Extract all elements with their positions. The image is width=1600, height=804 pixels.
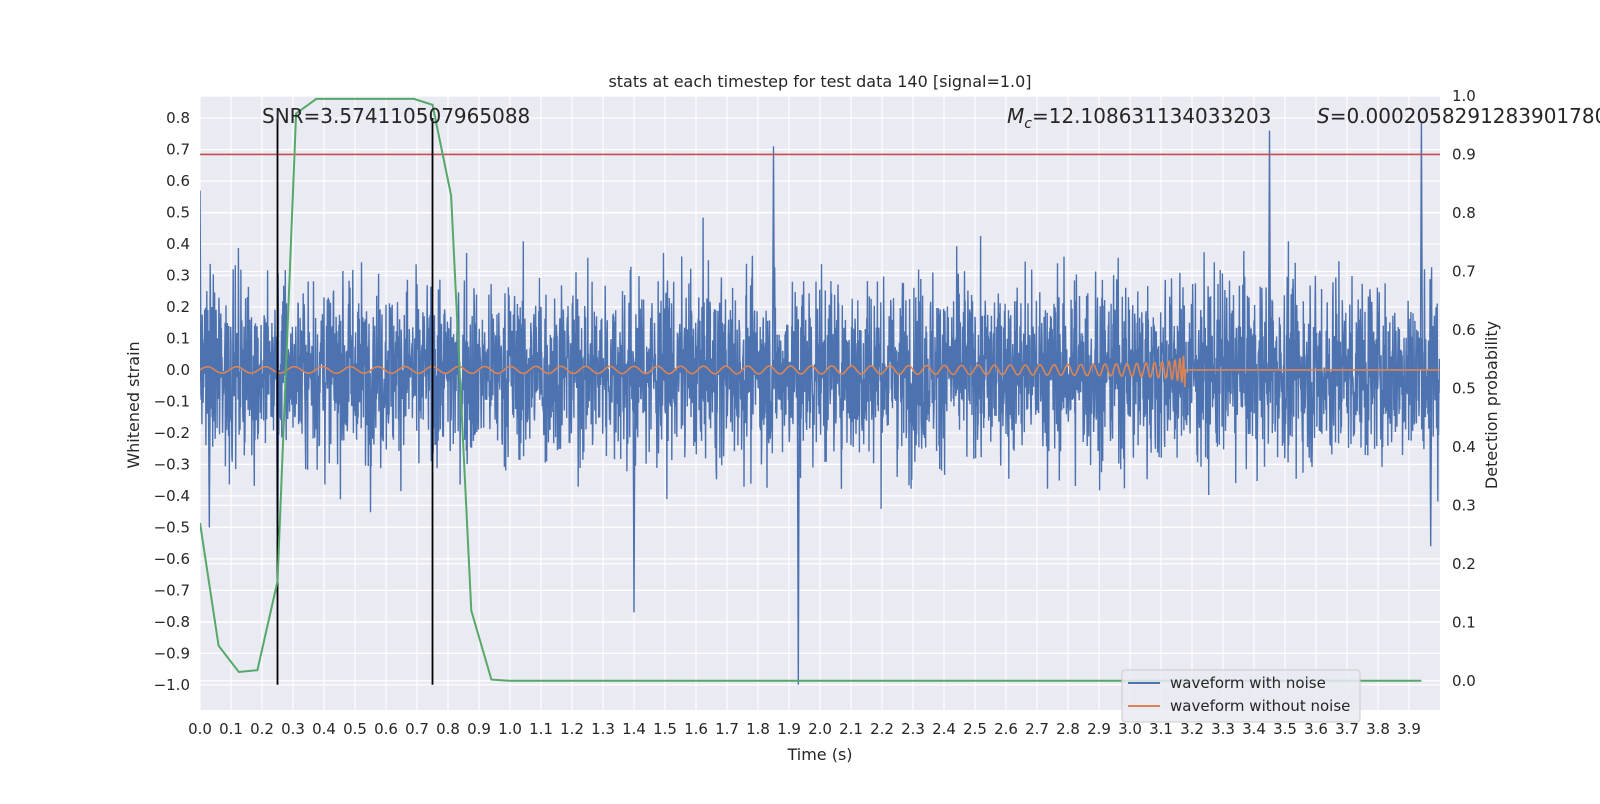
- x-tick-label: 1.5: [653, 720, 677, 738]
- y-tick-label: −0.6: [154, 550, 190, 568]
- y2-tick-label: 0.5: [1452, 379, 1476, 397]
- x-tick-label: 0.8: [436, 720, 460, 738]
- y-tick-label: −0.9: [154, 644, 190, 662]
- y-tick-label: 0.7: [166, 141, 190, 159]
- y2-tick-label: 0.8: [1452, 204, 1476, 222]
- x-tick-label: 3.4: [1242, 720, 1266, 738]
- y-axis-label: Whitened strain: [124, 341, 143, 468]
- x-tick-label: 3.2: [1180, 720, 1204, 738]
- y2-axis-label: Detection probability: [1482, 321, 1501, 489]
- x-tick-label: 3.7: [1335, 720, 1359, 738]
- y-tick-label: 0.2: [166, 298, 190, 316]
- x-tick-label: 0.1: [219, 720, 243, 738]
- chart-title: stats at each timestep for test data 140…: [608, 72, 1031, 91]
- x-tick-label: 3.8: [1366, 720, 1390, 738]
- x-tick-label: 1.9: [777, 720, 801, 738]
- x-axis-label: Time (s): [786, 745, 852, 764]
- x-tick-label: 3.6: [1304, 720, 1328, 738]
- x-tick-label: 0.6: [374, 720, 398, 738]
- x-tick-label: 0.2: [250, 720, 274, 738]
- y-tick-label: −0.5: [154, 518, 190, 536]
- x-tick-label: 0.9: [467, 720, 491, 738]
- x-tick-label: 1.4: [622, 720, 646, 738]
- chirp-mass-annotation: Mc=12.108631134033203: [1007, 104, 1271, 132]
- x-tick-label: 2.9: [1087, 720, 1111, 738]
- x-tick-label: 1.0: [498, 720, 522, 738]
- legend-label-noise: waveform with noise: [1170, 674, 1326, 692]
- y2-tick-label: 0.0: [1452, 672, 1476, 690]
- x-tick-label: 2.0: [808, 720, 832, 738]
- y-tick-label: −0.7: [154, 581, 190, 599]
- y-tick-label: −0.4: [154, 487, 190, 505]
- y-tick-label: −0.2: [154, 424, 190, 442]
- y-tick-label: −0.8: [154, 613, 190, 631]
- x-tick-label: 2.2: [870, 720, 894, 738]
- y2-tick-label: 0.3: [1452, 496, 1476, 514]
- x-tick-label: 1.3: [591, 720, 615, 738]
- s-value: =0.00020582912839017808: [1330, 104, 1600, 128]
- x-tick-label: 0.0: [188, 720, 212, 738]
- x-tick-label: 0.7: [405, 720, 429, 738]
- x-tick-label: 2.1: [839, 720, 863, 738]
- y2-tick-label: 1.0: [1452, 87, 1476, 105]
- x-tick-label: 2.8: [1056, 720, 1080, 738]
- x-tick-label: 3.5: [1273, 720, 1297, 738]
- x-tick-label: 1.2: [560, 720, 584, 738]
- s-annotation: S=0.00020582912839017808: [1317, 104, 1600, 128]
- x-tick-labels: 0.0 0.1 0.2 0.3 0.4 0.5 0.6 0.7 0.8 0.9 1.0 1.1 1.2 1…: [188, 720, 1421, 738]
- y2-tick-labels: 1.0 0.9 0.8 0.7 0.6 0.5 0.4 0.3 0.2 0.1 0.0: [1452, 87, 1476, 690]
- y2-tick-label: 0.9: [1452, 145, 1476, 163]
- y-tick-label: 0.5: [166, 204, 190, 222]
- y-tick-label: 0.8: [166, 109, 190, 127]
- y-tick-label: 0.3: [166, 266, 190, 284]
- y2-tick-label: 0.7: [1452, 262, 1476, 280]
- x-tick-label: 3.3: [1211, 720, 1235, 738]
- y-tick-label: −0.3: [154, 455, 190, 473]
- x-tick-label: 1.1: [529, 720, 553, 738]
- x-tick-label: 2.3: [901, 720, 925, 738]
- x-tick-label: 3.0: [1118, 720, 1142, 738]
- x-tick-label: 2.4: [932, 720, 956, 738]
- chirp-mass-symbol: M: [1007, 104, 1024, 128]
- y2-tick-label: 0.6: [1452, 321, 1476, 339]
- legend-label-clean: waveform without noise: [1170, 697, 1350, 715]
- legend: waveform with noise waveform without noi…: [1122, 670, 1360, 722]
- x-tick-label: 2.7: [1025, 720, 1049, 738]
- x-tick-label: 1.6: [684, 720, 708, 738]
- chirp-mass-value: =12.108631134033203: [1032, 104, 1271, 128]
- y-tick-label: 0.0: [166, 361, 190, 379]
- s-symbol: S: [1317, 104, 1330, 128]
- x-tick-label: 2.5: [963, 720, 987, 738]
- y-tick-label: 0.4: [166, 235, 190, 253]
- x-tick-label: 3.1: [1149, 720, 1173, 738]
- x-tick-label: 0.3: [281, 720, 305, 738]
- y-tick-label: −1.0: [154, 676, 190, 694]
- y2-tick-label: 0.4: [1452, 438, 1476, 456]
- y2-tick-label: 0.1: [1452, 613, 1476, 631]
- x-tick-label: 1.8: [746, 720, 770, 738]
- y-tick-label: 0.6: [166, 172, 190, 190]
- x-tick-label: 0.4: [312, 720, 336, 738]
- x-tick-label: 1.7: [715, 720, 739, 738]
- x-tick-label: 2.6: [994, 720, 1018, 738]
- y-tick-label: −0.1: [154, 392, 190, 410]
- snr-annotation: SNR=3.574110507965088: [262, 104, 530, 128]
- y2-tick-label: 0.2: [1452, 555, 1476, 573]
- y-tick-labels: 0.8 0.7 0.6 0.5 0.4 0.3 0.2 0.1 0.0 −0.1 −0.2 −0.3 −…: [154, 109, 190, 694]
- x-tick-label: 3.9: [1397, 720, 1421, 738]
- y-tick-label: 0.1: [166, 329, 190, 347]
- x-tick-label: 0.5: [343, 720, 367, 738]
